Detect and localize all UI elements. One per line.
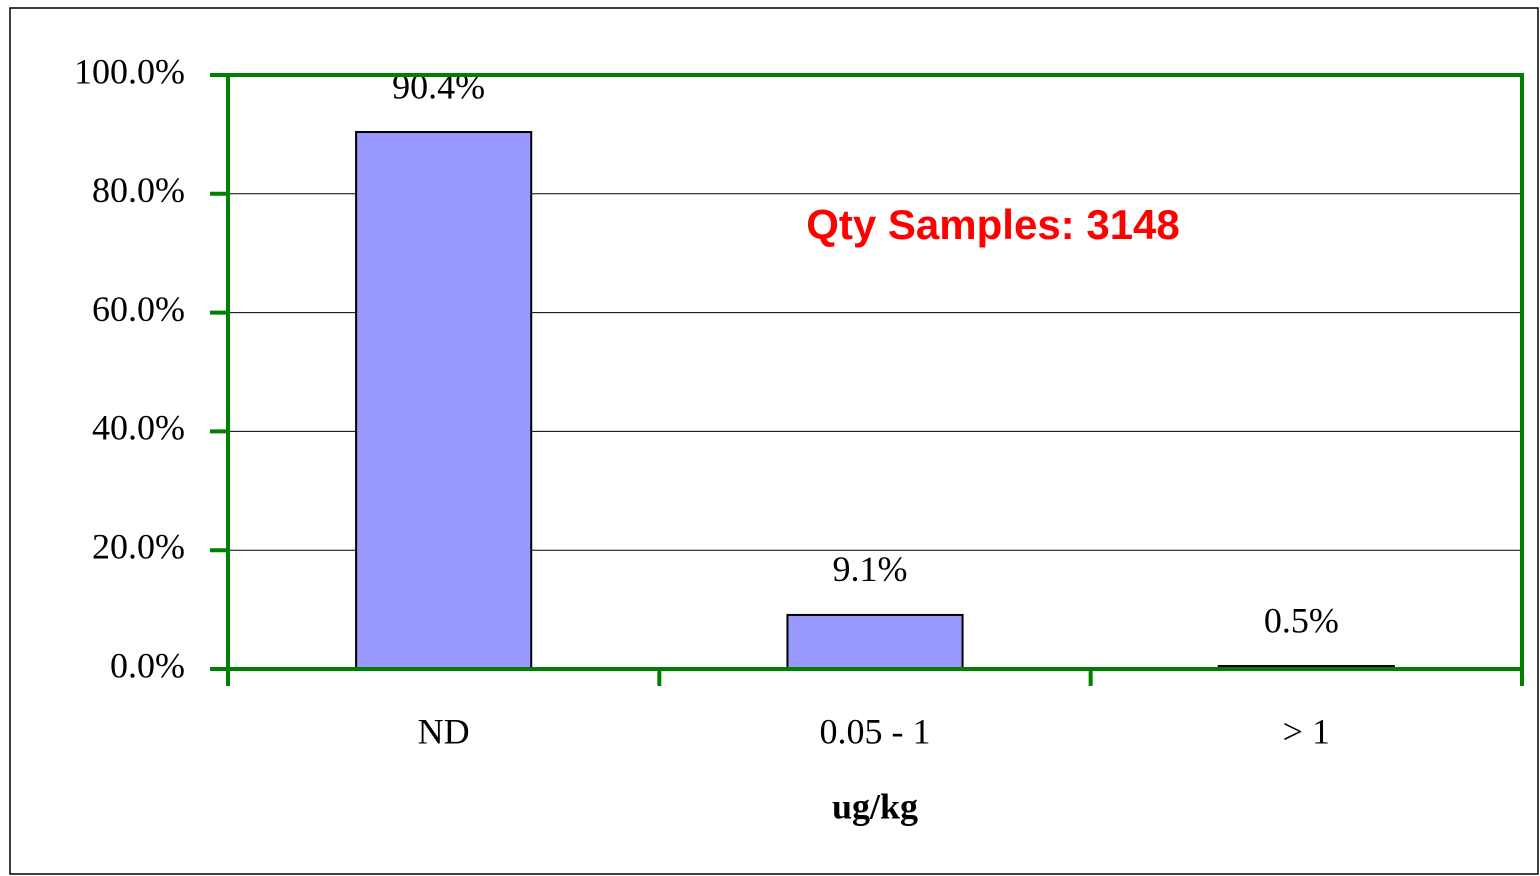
plot-border [226, 73, 1524, 671]
x-tick-label: > 1 [1283, 711, 1330, 751]
y-tick-label: 100.0% [74, 51, 185, 91]
x-axis-label: ug/kg [832, 786, 918, 826]
y-tick-label: 60.0% [92, 289, 185, 329]
y-tick-label: 80.0% [92, 170, 185, 210]
data-label: 0.5% [1264, 600, 1339, 640]
y-tick-label: 40.0% [92, 408, 185, 448]
bar [786, 613, 964, 670]
y-tick-label: 0.0% [110, 645, 185, 685]
x-tick-label: 0.05 - 1 [820, 711, 931, 751]
annotation: Qty Samples: 3148 [806, 201, 1180, 248]
data-label: 90.4% [392, 66, 485, 106]
bar [355, 131, 533, 671]
x-tick-label: ND [418, 711, 470, 751]
data-label: 9.1% [833, 549, 908, 589]
y-tick-label: 20.0% [92, 526, 185, 566]
chart-frame [9, 7, 1539, 875]
